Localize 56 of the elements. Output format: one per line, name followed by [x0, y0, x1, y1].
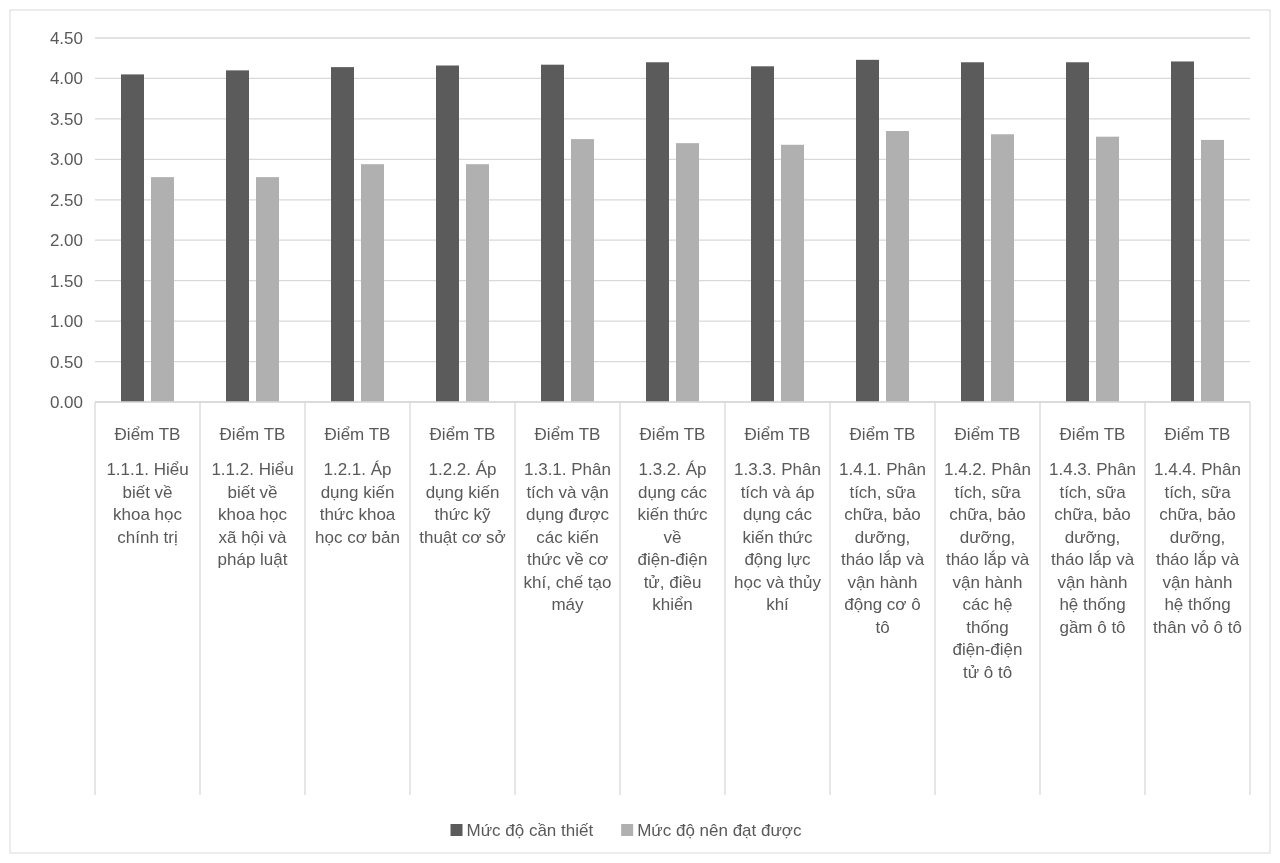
x-tick-label: 1.3.3. Phân tích và áp dụng các kiến thức động lực học và thủy khí [734, 460, 822, 614]
legend-label: Mức độ cần thiết [466, 820, 594, 840]
text: Điểm TB [744, 425, 811, 444]
bar [781, 144, 804, 402]
bar [571, 139, 594, 402]
x-tick-label: 1.4.1. Phân tích, sữa chữa, bảo dưỡng, tháo lắp và vận hành động cơ ô tô [839, 460, 926, 637]
text: Điểm TB [324, 425, 391, 444]
text: Điểm TB [429, 425, 496, 444]
bar [1096, 136, 1119, 402]
text: Điểm TB [639, 425, 706, 444]
x-tick-label: 1.1.2. Hiểu biết về khoa học xã hội và pháp luật [211, 460, 294, 569]
x-tick-label: 1.2.1. Áp dụng kiến thức khoa học cơ bản [315, 460, 400, 547]
y-tick-label: 4.50 [49, 28, 83, 48]
bar [1066, 62, 1089, 402]
bar [361, 164, 384, 402]
y-tick-label: 2.00 [49, 231, 83, 251]
bar [856, 59, 879, 402]
bar [751, 66, 774, 402]
x-tick-label: 1.4.3. Phân tích, sữa chữa, bảo dưỡng, tháo lắp và vận hành hệ thống gầm ô tô [1049, 460, 1136, 637]
bar [961, 62, 984, 402]
y-tick-label: 4.00 [49, 69, 83, 89]
y-tick-label: 3.00 [49, 150, 83, 170]
bar [541, 64, 564, 402]
x-tick-label: 1.1.1. Hiểu biết về khoa học chính trị [106, 460, 189, 547]
bar [436, 65, 459, 402]
bar [256, 177, 279, 402]
text: Điểm TB [954, 425, 1021, 444]
bar [121, 74, 144, 402]
bar [991, 134, 1014, 402]
bar [1171, 61, 1194, 402]
bar [646, 62, 669, 402]
text: Điểm TB [534, 425, 601, 444]
x-tick-label: 1.2.2. Áp dụng kiến thức kỹ thuật cơ sở [419, 460, 506, 547]
legend-label: Mức độ nên đạt được [637, 820, 802, 840]
y-tick-label: 1.00 [49, 312, 83, 332]
bar [886, 131, 909, 402]
bar [151, 177, 174, 402]
y-tick-label: 0.50 [49, 352, 83, 372]
bar [1201, 139, 1224, 402]
bar [466, 164, 489, 402]
text: Điểm TB [1059, 425, 1126, 444]
x-tick-label: 1.3.2. Áp dụng các kiến thức về điện-điện tử, điều khiển [637, 460, 708, 614]
text: Điểm TB [219, 425, 286, 444]
text: Điểm TB [114, 425, 181, 444]
y-tick-label: 1.50 [49, 271, 83, 291]
bar [331, 67, 354, 402]
y-tick-label: 0.00 [49, 392, 83, 412]
y-tick-label: 2.50 [49, 190, 83, 210]
x-tick-label: 1.3.1. Phân tích và vận dụng được các kiến thức về cơ khí, chế tạo máy [523, 460, 612, 614]
x-tick-label: 1.4.4. Phân tích, sữa chữa, bảo dưỡng, tháo lắp và vận hành hệ thống thân vỏ ô tô [1153, 460, 1242, 637]
bar [226, 70, 249, 402]
text: Điểm TB [1164, 425, 1231, 444]
bar [676, 143, 699, 402]
text: Điểm TB [849, 425, 916, 444]
category-label: 1.4.2. Phân tích, sữa chữa, bảo dưỡng, tháo lắp và vận hành các hệ thống điện-điện tử ô tô [944, 460, 1031, 682]
y-tick-label: 3.50 [49, 109, 83, 129]
